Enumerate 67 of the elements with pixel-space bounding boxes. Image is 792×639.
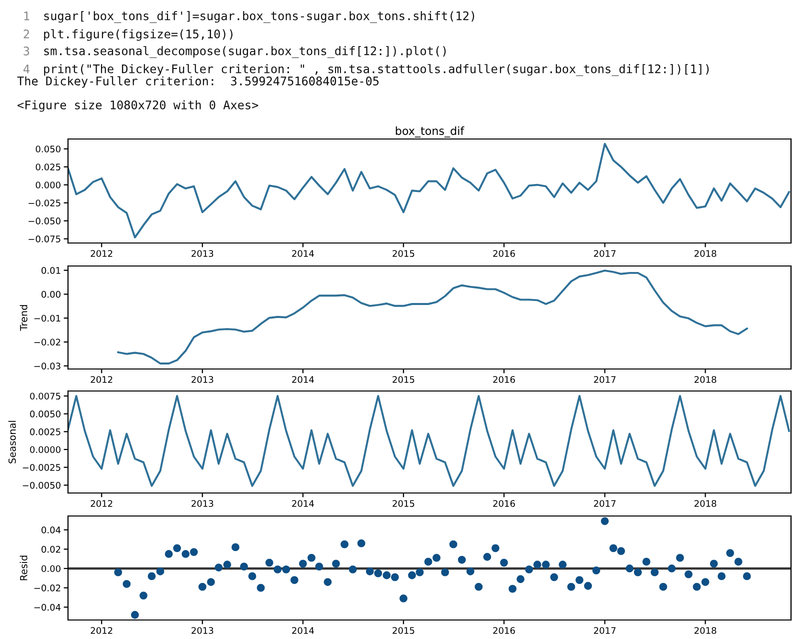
text: plt.figure(figsize=(15,10)) <box>44 29 232 41</box>
text: 1 <box>24 12 30 20</box>
x-tick-label: 2014 <box>292 500 314 507</box>
x-tick-label: 2016 <box>493 627 515 634</box>
x-tick-label: 2016 <box>493 500 515 507</box>
y-axis-title: Resid <box>20 556 28 580</box>
x-tick-label: 2015 <box>392 500 414 507</box>
y-tick-label: −0.025 <box>28 200 60 206</box>
y-tick-label: −0.075 <box>28 236 60 242</box>
line-series <box>68 395 790 487</box>
x-tick-label: 2018 <box>694 627 716 634</box>
x-tick-label: 2015 <box>392 376 414 383</box>
y-tick-label: −0.02 <box>34 584 60 592</box>
y-tick-label: 0.000 <box>36 182 60 188</box>
text: The Dickey-Fuller criterion: 3.599247516084015e-05 <box>17 76 379 88</box>
x-tick-label: 2014 <box>292 627 314 634</box>
x-tick-label: 2013 <box>192 376 214 383</box>
y-tick-label: −0.03 <box>34 362 60 370</box>
x-tick-label: 2016 <box>493 250 515 257</box>
y-axis-title: Seasonal <box>8 420 16 464</box>
text: sm.tsa.seasonal_decompose(sugar.box_tons_dif[12:]).plot() <box>44 46 446 58</box>
y-tick-label: 0.0025 <box>30 428 60 436</box>
text: <Figure size 1080x720 with 0 Axes> <box>18 100 258 112</box>
y-tick-label: −0.01 <box>34 314 60 322</box>
x-tick-label: 2016 <box>493 376 515 383</box>
x-tick-label: 2015 <box>392 627 414 634</box>
x-tick-label: 2014 <box>292 250 314 257</box>
text: sugar['box_tons_dif']=sugar.box_tons-sugar.box_tons.shift(12) <box>44 11 474 23</box>
text: 3 <box>24 46 30 56</box>
y-tick-label: −0.02 <box>34 338 60 346</box>
x-tick-label: 2012 <box>90 376 112 383</box>
y-tick-label: 0.01 <box>42 267 60 274</box>
x-tick-label: 2017 <box>594 500 616 507</box>
y-tick-label: −0.04 <box>34 604 61 611</box>
x-tick-label: 2015 <box>392 250 414 257</box>
x-tick-label: 2017 <box>594 250 616 257</box>
x-tick-label: 2013 <box>192 250 214 257</box>
x-tick-label: 2013 <box>192 500 214 507</box>
y-axis-title: Trend <box>20 305 28 331</box>
y-tick-label: 0.00 <box>42 565 60 572</box>
x-tick-label: 2018 <box>694 250 716 257</box>
y-tick-label: 0.0000 <box>30 446 60 454</box>
y-tick-label: −0.050 <box>28 218 60 224</box>
y-tick-label: 0.050 <box>36 146 60 152</box>
y-tick-label: −0.0025 <box>22 464 60 471</box>
x-tick-label: 2012 <box>90 250 112 257</box>
y-tick-label: 0.0050 <box>30 410 60 418</box>
text: 2 <box>24 30 29 38</box>
y-tick-label: 0.025 <box>36 164 60 170</box>
y-tick-label: 0.02 <box>42 546 60 553</box>
x-tick-label: 2017 <box>594 376 616 383</box>
y-tick-label: 0.0075 <box>30 392 60 400</box>
x-tick-label: 2018 <box>694 500 716 507</box>
text: print("The Dickey-Fuller criterion: " , sm.tsa.stattools.adfuller(sugar.box_tons_dif[12:])[1]) <box>44 64 709 76</box>
y-tick-label: 0.00 <box>42 290 60 298</box>
x-tick-label: 2014 <box>292 376 314 383</box>
text: 4 <box>23 64 30 74</box>
x-tick-label: 2018 <box>694 376 716 383</box>
x-tick-label: 2012 <box>90 627 112 634</box>
x-tick-label: 2012 <box>90 500 112 507</box>
line-series <box>117 270 748 364</box>
line-series <box>68 142 790 238</box>
x-tick-label: 2017 <box>594 627 616 634</box>
x-tick-label: 2013 <box>192 627 214 634</box>
y-tick-label: −0.0050 <box>22 482 60 489</box>
y-tick-label: 0.04 <box>42 526 61 534</box>
chart-title: box_tons_dif <box>396 126 464 138</box>
